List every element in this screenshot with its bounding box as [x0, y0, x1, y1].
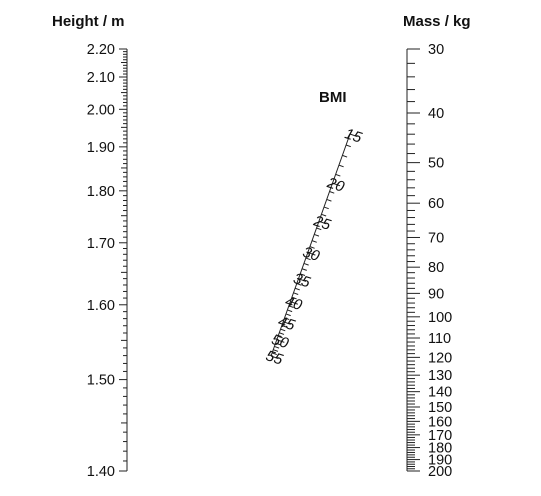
- bmi-minor-tick: [291, 296, 297, 300]
- mass-tick-label: 150: [428, 400, 452, 416]
- height-scale: 2.20 2.10 2.00 1.90 1.80 1.70 1.60 1.50 1.40: [87, 42, 128, 480]
- height-tick-label: 2.20: [87, 42, 115, 58]
- mass-tick-label: 70: [428, 230, 444, 246]
- bmi-tick-label: 25: [311, 212, 334, 234]
- bmi-minor-tick: [316, 227, 322, 231]
- bmi-minor-tick: [271, 352, 277, 356]
- height-tick-label: 1.90: [87, 140, 115, 156]
- bmi-tick-label: 40: [283, 293, 305, 315]
- bmi-axis-line: [270, 133, 351, 357]
- bmi-major-tick: [283, 321, 291, 325]
- bmi-tick-label: 45: [276, 313, 298, 335]
- mass-tick-label: 190: [428, 453, 452, 469]
- bmi-minor-tick: [274, 345, 280, 349]
- bmi-major-tick: [276, 339, 285, 343]
- bmi-tick-label: 55: [264, 347, 286, 369]
- mass-tick-label: 100: [428, 310, 452, 326]
- bmi-tick-label: 35: [291, 270, 313, 292]
- mass-tick-label: 160: [428, 414, 452, 430]
- mass-tick-label: 140: [428, 385, 452, 401]
- bmi-axis-title: BMI: [319, 89, 347, 106]
- mass-tick-label: 50: [428, 156, 444, 172]
- bmi-minor-tick: [273, 349, 279, 352]
- bmi-minor-tick: [293, 292, 299, 295]
- height-tick-label: 1.50: [87, 373, 115, 389]
- bmi-tick-label: 15: [343, 125, 365, 147]
- height-axis-title: Height / m: [52, 13, 125, 30]
- bmi-minor-tick: [285, 313, 291, 317]
- mass-tick-label: 60: [428, 196, 444, 212]
- bmi-tick-label: 20: [324, 174, 347, 196]
- mass-tick-label: 200: [428, 464, 452, 480]
- mass-tick-label: 110: [428, 331, 451, 347]
- bmi-minor-tick: [329, 191, 335, 194]
- bmi-tick-label: 30: [301, 244, 323, 266]
- bmi-major-tick: [290, 301, 299, 305]
- bmi-major-tick: [298, 278, 307, 282]
- height-tick-label: 1.80: [87, 184, 115, 200]
- bmi-minor-tick: [323, 206, 329, 210]
- mass-tick-label: 170: [428, 428, 452, 444]
- height-tick-label: 1.40: [87, 464, 115, 480]
- bmi-minor-tick: [303, 262, 309, 266]
- bmi-minor-tick: [275, 342, 281, 346]
- mass-tick-label: 40: [428, 106, 444, 122]
- mass-axis-title: Mass / kg: [403, 13, 471, 30]
- bmi-minor-tick: [311, 240, 317, 243]
- bmi-minor-tick: [280, 328, 286, 332]
- bmi-minor-tick: [277, 335, 283, 339]
- bmi-minor-tick: [284, 317, 290, 321]
- height-tick-label: 1.70: [87, 236, 115, 252]
- bmi-minor-tick: [314, 233, 320, 237]
- mass-tick-label: 90: [428, 286, 444, 302]
- height-tick-label: 1.60: [87, 298, 115, 314]
- bmi-minor-tick: [300, 273, 306, 276]
- mass-tick-label: 80: [428, 260, 444, 276]
- bmi-major-tick: [270, 355, 279, 360]
- bmi-major-tick: [332, 182, 341, 187]
- bmi-minor-tick: [294, 287, 300, 291]
- height-tick-label: 2.10: [87, 70, 115, 86]
- bmi-minor-tick: [309, 246, 315, 249]
- bmi-minor-tick: [326, 198, 332, 202]
- mass-tick-label: 180: [428, 441, 452, 457]
- mass-tick-label: 30: [428, 42, 444, 58]
- mass-tick-label: 130: [428, 368, 452, 384]
- bmi-major-tick: [318, 220, 327, 225]
- mass-scale: 30 40 50 60 70 80 90 100 110 120 13014015016017018…: [406, 42, 452, 480]
- bmi-minor-tick: [342, 154, 348, 158]
- bmi-minor-tick: [338, 164, 344, 168]
- bmi-major-tick: [307, 251, 316, 256]
- bmi-minor-tick: [321, 213, 327, 217]
- bmi-minor-tick: [296, 283, 302, 286]
- height-tick-label: 2.00: [87, 102, 115, 118]
- bmi-minor-tick: [288, 305, 294, 308]
- bmi-minor-tick: [281, 324, 287, 328]
- bmi-major-tick: [349, 133, 358, 138]
- bmi-minor-tick: [335, 173, 341, 177]
- bmi-minor-tick: [279, 332, 285, 335]
- bmi-tick-label: 50: [269, 331, 291, 353]
- bmi-minor-tick: [305, 257, 311, 261]
- mass-tick-label: 120: [428, 350, 452, 366]
- bmi-minor-tick: [287, 309, 293, 313]
- bmi-minor-tick: [301, 268, 307, 271]
- bmi-minor-tick: [345, 144, 351, 148]
